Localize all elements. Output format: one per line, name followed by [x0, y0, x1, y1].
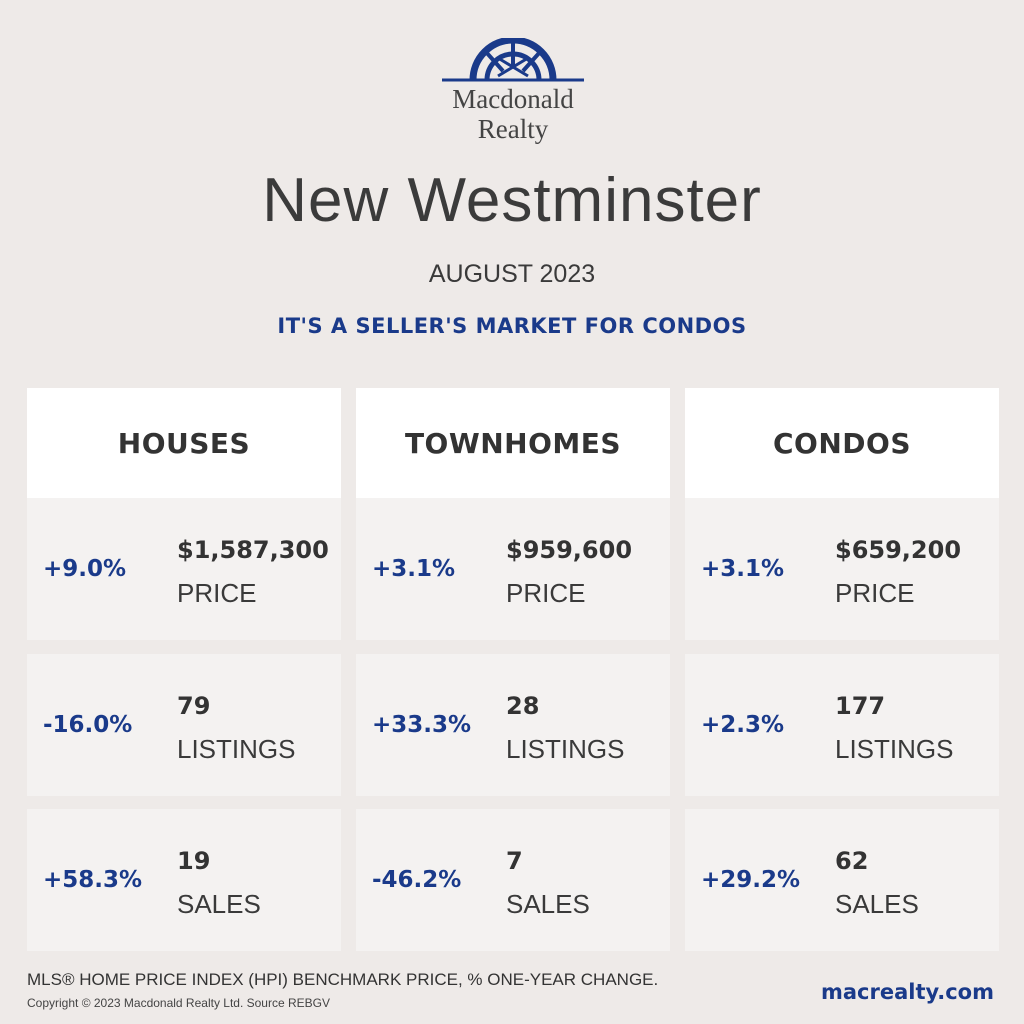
- page-title: New Westminster: [262, 166, 762, 235]
- stat-label: LISTINGS: [506, 734, 625, 764]
- price-stat-card: +3.1% $659,200 PRICE: [685, 498, 999, 640]
- stat-value: 62: [835, 847, 869, 875]
- sales-stat-card: -46.2% 7 SALES: [356, 809, 670, 951]
- sales-stat-card: +29.2% 62 SALES: [685, 809, 999, 951]
- market-tagline: IT'S A SELLER'S MARKET FOR CONDOS: [277, 314, 747, 338]
- stat-value: 28: [506, 692, 540, 720]
- percent-change: +9.0%: [43, 556, 127, 582]
- logo-name-line2: Realty: [477, 114, 549, 144]
- stat-value: 7: [506, 847, 523, 875]
- stat-label: SALES: [177, 889, 261, 919]
- price-stat-card: +9.0% $1,587,300 PRICE: [27, 498, 341, 640]
- listings-stat-card: +33.3% 28 LISTINGS: [356, 654, 670, 796]
- percent-change: +29.2%: [701, 867, 801, 893]
- stat-value: $959,600: [506, 536, 633, 564]
- website-link[interactable]: macrealty.com: [820, 980, 994, 1004]
- condos-column: CONDOS +3.1% $659,200 PRICE +2.3% 177 LI…: [685, 388, 999, 951]
- percent-change: +3.1%: [701, 556, 785, 582]
- townhomes-column: TOWNHOMES +3.1% $959,600 PRICE +33.3% 28…: [356, 388, 670, 951]
- report-period: AUGUST 2023: [428, 260, 596, 288]
- stat-value: $1,587,300: [177, 536, 329, 564]
- methodology-note: MLS® HOME PRICE INDEX (HPI) BENCHMARK PR…: [27, 970, 659, 989]
- copyright-text: Copyright © 2023 Macdonald Realty Ltd. S…: [27, 996, 330, 1010]
- stat-label: PRICE: [835, 578, 915, 608]
- houses-column: HOUSES +9.0% $1,587,300 PRICE -16.0% 79 …: [27, 388, 341, 951]
- price-stat-card: +3.1% $959,600 PRICE: [356, 498, 670, 640]
- column-header: HOUSES: [27, 388, 341, 498]
- listings-stat-card: -16.0% 79 LISTINGS: [27, 654, 341, 796]
- brand-logo: Macdonald Realty: [440, 38, 586, 156]
- percent-change: +2.3%: [701, 712, 785, 738]
- stat-value: $659,200: [835, 536, 962, 564]
- column-header: CONDOS: [685, 388, 999, 498]
- percent-change: +58.3%: [43, 867, 143, 893]
- logo-name-line1: Macdonald: [452, 84, 574, 114]
- column-header: TOWNHOMES: [356, 388, 670, 498]
- stat-label: LISTINGS: [835, 734, 954, 764]
- percent-change: -46.2%: [372, 867, 462, 893]
- percent-change: +3.1%: [372, 556, 456, 582]
- stat-label: SALES: [835, 889, 919, 919]
- stat-label: PRICE: [177, 578, 257, 608]
- percent-change: +33.3%: [372, 712, 472, 738]
- stat-label: PRICE: [506, 578, 586, 608]
- stat-value: 19: [177, 847, 211, 875]
- sunburst-arch-icon: [442, 38, 584, 82]
- stat-label: LISTINGS: [177, 734, 296, 764]
- stat-value: 79: [177, 692, 211, 720]
- stat-value: 177: [835, 692, 886, 720]
- percent-change: -16.0%: [43, 712, 133, 738]
- listings-stat-card: +2.3% 177 LISTINGS: [685, 654, 999, 796]
- sales-stat-card: +58.3% 19 SALES: [27, 809, 341, 951]
- stat-label: SALES: [506, 889, 590, 919]
